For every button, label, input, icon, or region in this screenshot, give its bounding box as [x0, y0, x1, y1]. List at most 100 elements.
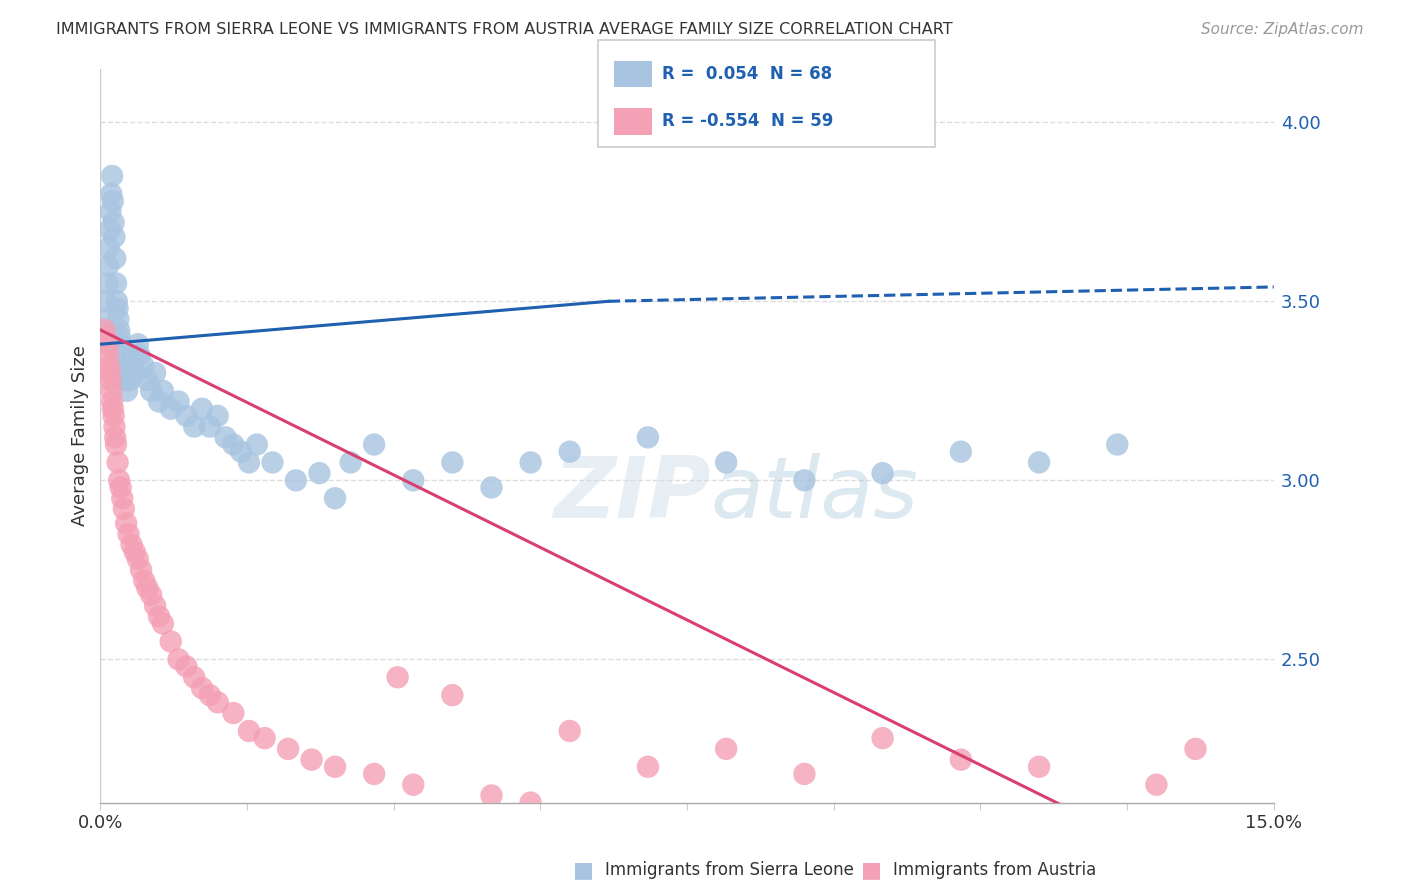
Point — [637, 760, 659, 774]
Point — [148, 609, 170, 624]
Point — [159, 634, 181, 648]
Point — [107, 455, 129, 469]
Point — [100, 204, 122, 219]
Point — [124, 366, 146, 380]
Point — [108, 323, 131, 337]
Point — [198, 688, 221, 702]
Point — [1028, 455, 1050, 469]
Point — [441, 688, 464, 702]
Point — [108, 330, 131, 344]
Point — [114, 373, 136, 387]
Y-axis label: Average Family Size: Average Family Size — [72, 345, 89, 526]
Point — [246, 437, 269, 451]
Point — [402, 473, 425, 487]
Point — [253, 731, 276, 746]
Point — [121, 359, 143, 373]
Point — [103, 419, 125, 434]
Point — [93, 323, 115, 337]
Text: R =  0.054  N = 68: R = 0.054 N = 68 — [662, 65, 832, 83]
Point — [104, 252, 127, 266]
Point — [111, 491, 134, 506]
Point — [103, 409, 125, 423]
Point — [441, 455, 464, 469]
Point — [387, 670, 409, 684]
Point — [481, 789, 503, 803]
Point — [101, 169, 124, 183]
Point — [714, 742, 737, 756]
Text: ZIP: ZIP — [553, 453, 710, 536]
Point — [110, 481, 132, 495]
Point — [301, 753, 323, 767]
Text: Source: ZipAtlas.com: Source: ZipAtlas.com — [1201, 22, 1364, 37]
Point — [323, 760, 346, 774]
Point — [120, 373, 142, 387]
Point — [231, 444, 253, 458]
Point — [1028, 760, 1050, 774]
Point — [98, 366, 121, 380]
Point — [207, 409, 229, 423]
Point — [129, 563, 152, 577]
Point — [148, 394, 170, 409]
Point — [97, 359, 120, 373]
Point — [122, 348, 145, 362]
Point — [339, 455, 361, 469]
Point — [198, 419, 221, 434]
Point — [949, 444, 972, 458]
Point — [100, 384, 122, 398]
Point — [136, 581, 159, 595]
Point — [103, 229, 125, 244]
Point — [1107, 437, 1129, 451]
Point — [519, 796, 541, 810]
Text: R = -0.554  N = 59: R = -0.554 N = 59 — [662, 112, 834, 130]
Point — [558, 723, 581, 738]
Point — [143, 599, 166, 613]
Point — [105, 437, 128, 451]
Point — [141, 384, 163, 398]
Point — [176, 659, 198, 673]
Text: IMMIGRANTS FROM SIERRA LEONE VS IMMIGRANTS FROM AUSTRIA AVERAGE FAMILY SIZE CORR: IMMIGRANTS FROM SIERRA LEONE VS IMMIGRAN… — [56, 22, 953, 37]
Point — [222, 706, 245, 720]
Point — [110, 337, 132, 351]
Point — [97, 259, 120, 273]
Text: Immigrants from Sierra Leone: Immigrants from Sierra Leone — [605, 861, 853, 879]
Point — [167, 652, 190, 666]
Point — [136, 373, 159, 387]
Point — [97, 241, 120, 255]
Point — [793, 473, 815, 487]
Point — [107, 301, 129, 316]
Text: ■: ■ — [862, 860, 882, 880]
Point — [152, 384, 174, 398]
Point — [949, 753, 972, 767]
Point — [183, 419, 205, 434]
Point — [262, 455, 284, 469]
Point — [481, 481, 503, 495]
Point — [132, 359, 155, 373]
Point — [104, 430, 127, 444]
Point — [93, 312, 115, 326]
Point — [558, 444, 581, 458]
Text: atlas: atlas — [710, 453, 918, 536]
Point — [96, 337, 118, 351]
Point — [121, 538, 143, 552]
Point — [872, 731, 894, 746]
Point — [207, 695, 229, 709]
Point — [519, 455, 541, 469]
Point — [96, 277, 118, 291]
Point — [94, 294, 117, 309]
Point — [167, 394, 190, 409]
Point — [284, 473, 307, 487]
Point — [127, 552, 149, 566]
Point — [1184, 742, 1206, 756]
Text: ■: ■ — [574, 860, 593, 880]
Point — [110, 348, 132, 362]
Point — [1144, 778, 1167, 792]
Point — [124, 545, 146, 559]
Point — [323, 491, 346, 506]
Point — [152, 616, 174, 631]
Point — [105, 277, 128, 291]
Point — [238, 723, 260, 738]
Point — [141, 588, 163, 602]
Point — [94, 330, 117, 344]
Point — [107, 312, 129, 326]
Text: Immigrants from Austria: Immigrants from Austria — [893, 861, 1097, 879]
